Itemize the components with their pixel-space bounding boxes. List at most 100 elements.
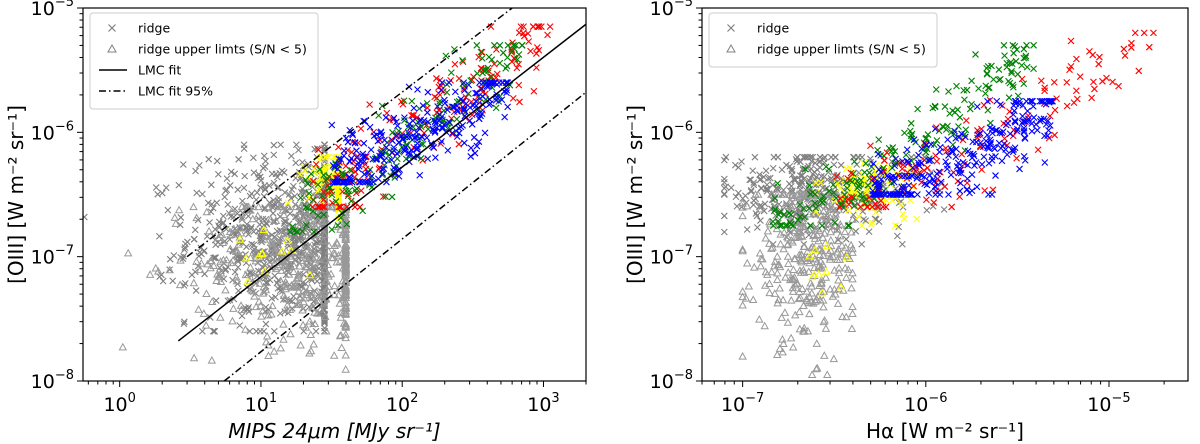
data-point [283, 300, 292, 309]
data-point [771, 206, 779, 213]
data-point [1009, 132, 1017, 140]
data-point [325, 184, 333, 192]
data-point [238, 312, 246, 320]
data-point [327, 253, 336, 261]
data-point [869, 191, 877, 198]
data-point [1090, 78, 1097, 86]
data-point [393, 155, 401, 163]
data-point [212, 254, 220, 262]
data-point [922, 141, 930, 149]
data-point [821, 273, 831, 281]
data-point [527, 47, 534, 55]
data-point [1002, 121, 1010, 129]
data-point [310, 165, 318, 172]
y-tick-label: 10−5 [31, 0, 74, 20]
data-point [366, 101, 373, 108]
data-point [324, 189, 332, 197]
data-point [1016, 165, 1023, 173]
data-point [312, 327, 320, 335]
data-point [227, 206, 236, 215]
data-point [823, 202, 832, 210]
data-point [996, 75, 1004, 83]
plot-area [83, 8, 586, 381]
data-point [393, 132, 400, 139]
data-point [812, 204, 820, 212]
data-point [992, 153, 999, 160]
data-point [889, 151, 897, 159]
data-point [509, 95, 517, 102]
data-point [483, 82, 491, 90]
data-point [284, 199, 292, 207]
data-point [288, 283, 297, 291]
data-point [515, 51, 523, 58]
data-point [1020, 127, 1028, 135]
data-point [825, 284, 835, 293]
data-point [320, 211, 328, 219]
data-point [269, 196, 277, 204]
data-point [995, 139, 1003, 147]
data-point [734, 189, 742, 197]
x-tick-label: 10−6 [904, 391, 947, 416]
data-point [197, 258, 206, 267]
data-point [382, 193, 389, 200]
data-point [738, 246, 747, 255]
data-point [798, 179, 806, 187]
data-point [738, 351, 747, 360]
data-point [954, 106, 962, 114]
data-point [279, 210, 289, 219]
data-point [1014, 125, 1021, 133]
data-point [316, 166, 324, 173]
data-point [300, 214, 309, 222]
data-point [277, 141, 285, 149]
data-point [769, 218, 777, 225]
data-point [858, 194, 866, 202]
data-point [301, 262, 310, 270]
data-point [857, 190, 864, 198]
data-point [1131, 29, 1139, 37]
data-point [1008, 69, 1015, 77]
data-point [504, 79, 512, 86]
data-point [936, 148, 943, 156]
data-point [757, 185, 765, 192]
data-point [283, 229, 292, 238]
data-point [473, 70, 481, 77]
data-point [330, 290, 339, 298]
data-point [490, 60, 498, 68]
fit-line-lmc-95-2 [223, 91, 586, 381]
data-point [914, 105, 921, 113]
data-point [235, 234, 245, 243]
data-point [511, 45, 518, 53]
cluster-blue [869, 97, 1056, 198]
data-point [297, 194, 305, 202]
data-point [199, 309, 209, 317]
data-point [786, 162, 794, 170]
data-point [1121, 52, 1129, 59]
data-point [206, 219, 213, 226]
data-point [860, 160, 868, 167]
data-point [761, 233, 770, 242]
data-point [321, 306, 328, 313]
data-point [1036, 97, 1044, 105]
data-point [411, 134, 418, 142]
data-point [284, 270, 294, 278]
data-point [842, 252, 852, 261]
data-point [249, 154, 257, 162]
data-point [496, 41, 504, 49]
data-point [432, 117, 439, 125]
data-point [382, 144, 390, 151]
data-point [308, 264, 317, 272]
data-point [302, 253, 312, 261]
data-point [209, 261, 218, 269]
data-point [535, 23, 543, 31]
data-point [299, 297, 308, 306]
data-point [285, 305, 295, 313]
data-point [907, 119, 915, 127]
data-point [314, 181, 322, 188]
data-point [858, 240, 866, 248]
data-point [929, 176, 937, 183]
data-point [845, 222, 853, 229]
data-point [360, 139, 368, 147]
data-point [379, 193, 387, 200]
data-point [189, 202, 198, 211]
data-point [293, 141, 300, 149]
